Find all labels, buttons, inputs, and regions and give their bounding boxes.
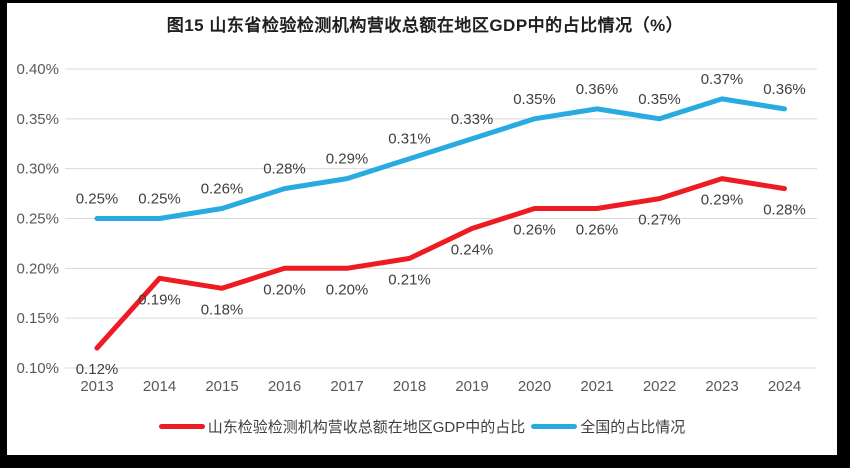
y-tick-label: 0.35% <box>16 111 59 128</box>
x-tick-label: 2017 <box>330 378 363 395</box>
x-tick-label: 2013 <box>80 378 113 395</box>
data-label: 0.28% <box>763 202 806 219</box>
series-line-national <box>94 96 787 221</box>
x-tick-label: 2015 <box>205 378 238 395</box>
data-label: 0.20% <box>326 281 369 298</box>
y-tick-label: 0.25% <box>16 211 59 228</box>
data-label: 0.24% <box>451 241 494 258</box>
chart-title: 图15 山东省检验检测机构营收总额在地区GDP中的占比情况（%） <box>166 16 684 35</box>
data-label: 0.26% <box>513 222 556 239</box>
data-label: 0.35% <box>638 91 681 108</box>
data-label: 0.33% <box>451 111 494 128</box>
legend-label-national: 全国的占比情况 <box>580 419 686 436</box>
data-label: 0.25% <box>138 191 181 208</box>
series-line-shandong <box>94 176 787 351</box>
data-label: 0.28% <box>263 161 306 178</box>
data-label: 0.31% <box>388 131 431 148</box>
x-tick-label: 2014 <box>143 378 176 395</box>
data-label: 0.25% <box>76 191 119 208</box>
x-tick-label: 2022 <box>643 378 676 395</box>
legend-item-shandong: 山东检验检测机构营收总额在地区GDP中的占比 <box>158 416 526 437</box>
legend-line-red-icon <box>158 424 205 429</box>
x-tick-label: 2023 <box>705 378 738 395</box>
data-label: 0.27% <box>638 212 681 229</box>
data-label: 0.18% <box>201 301 244 318</box>
chart-background <box>7 3 837 455</box>
x-tick-label: 2019 <box>455 378 488 395</box>
data-label: 0.37% <box>701 71 744 88</box>
data-label: 0.36% <box>763 81 806 98</box>
legend: 山东检验检测机构营收总额在地区GDP中的占比 全国的占比情况 <box>7 416 837 437</box>
y-tick-label: 0.20% <box>16 260 59 277</box>
data-label: 0.21% <box>388 271 431 288</box>
data-label: 0.29% <box>701 192 744 209</box>
x-tick-label: 2020 <box>518 378 551 395</box>
y-tick-label: 0.15% <box>16 310 59 327</box>
data-label: 0.35% <box>513 91 556 108</box>
x-tick-label: 2021 <box>580 378 613 395</box>
data-label: 0.19% <box>138 291 181 308</box>
data-label: 0.20% <box>263 281 306 298</box>
x-tick-label: 2018 <box>393 378 426 395</box>
legend-line-blue-icon <box>531 424 578 429</box>
data-label: 0.26% <box>576 222 619 239</box>
legend-label-shandong: 山东检验检测机构营收总额在地区GDP中的占比 <box>207 419 526 436</box>
x-tick-label: 2016 <box>268 378 301 395</box>
y-tick-label: 0.30% <box>16 161 59 178</box>
y-tick-label: 0.40% <box>16 61 59 78</box>
data-label: 0.36% <box>576 81 619 98</box>
data-label: 0.26% <box>201 181 244 198</box>
x-tick-label: 2024 <box>768 378 801 395</box>
y-tick-label: 0.10% <box>16 360 59 377</box>
data-label: 0.29% <box>326 151 369 168</box>
data-label: 0.12% <box>76 361 119 378</box>
legend-item-national: 全国的占比情况 <box>531 416 685 437</box>
